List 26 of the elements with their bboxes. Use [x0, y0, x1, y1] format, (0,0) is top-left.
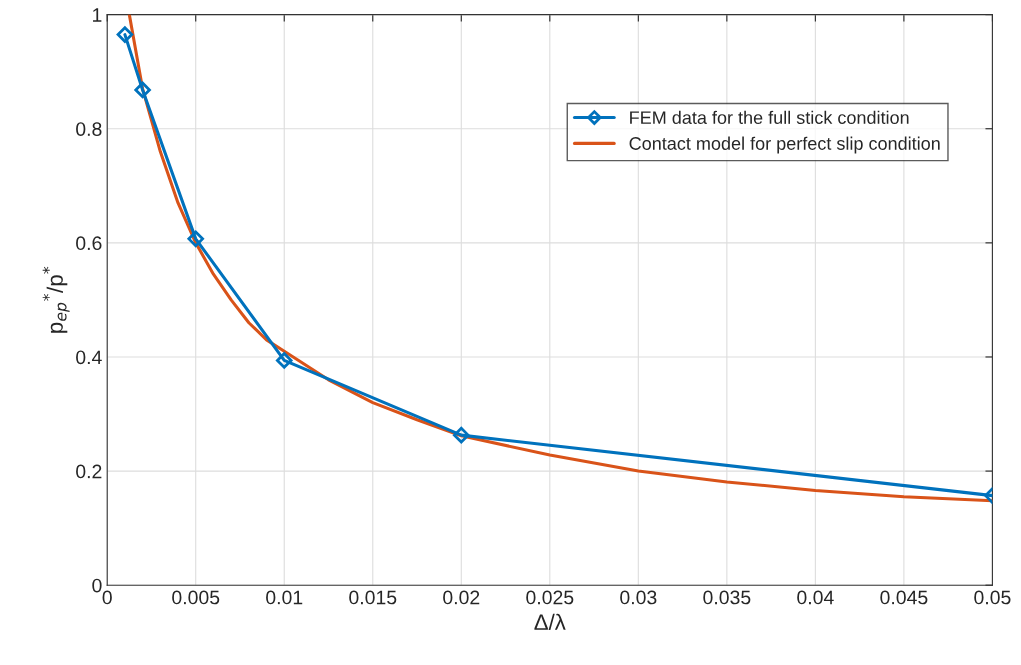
y-tick-label: 1 — [93, 8, 102, 22]
x-tick-label: 0.02 — [443, 590, 480, 605]
x-tick-label: 0.025 — [526, 590, 574, 605]
x-tick-label: 0 — [102, 590, 112, 605]
legend-label: FEM data for the full stick condition — [630, 110, 909, 125]
y-axis-title: p$_{ep}$$^{*}$/p$^{*}$ — [42, 266, 70, 333]
point — [275, 352, 293, 369]
point — [116, 26, 134, 43]
x-tick-label: 0.005 — [172, 590, 220, 605]
x-tick-label: 0.035 — [703, 590, 751, 605]
x-axis-title: Δ/λ — [534, 613, 566, 631]
x-tick-label: 0.045 — [880, 590, 928, 605]
x-tick-label: 0.05 — [974, 590, 1011, 605]
x-tick-label: 0.04 — [797, 590, 834, 605]
x-tick-label: 0.015 — [349, 590, 397, 605]
point — [453, 426, 470, 444]
point — [187, 230, 204, 248]
legend-label: Contact model for perfect slip condition — [629, 136, 940, 154]
point — [134, 81, 151, 99]
y-tick-label: 0.2 — [76, 464, 102, 479]
y-tick-label: 0.8 — [76, 122, 102, 136]
y-tick-label: 0.6 — [76, 236, 102, 251]
x-tick-label: 0.01 — [266, 590, 303, 605]
y-tick-label: 0.4 — [76, 350, 102, 365]
x-tick-label: 0.03 — [620, 590, 657, 605]
y-tick-label: 0 — [92, 578, 102, 593]
